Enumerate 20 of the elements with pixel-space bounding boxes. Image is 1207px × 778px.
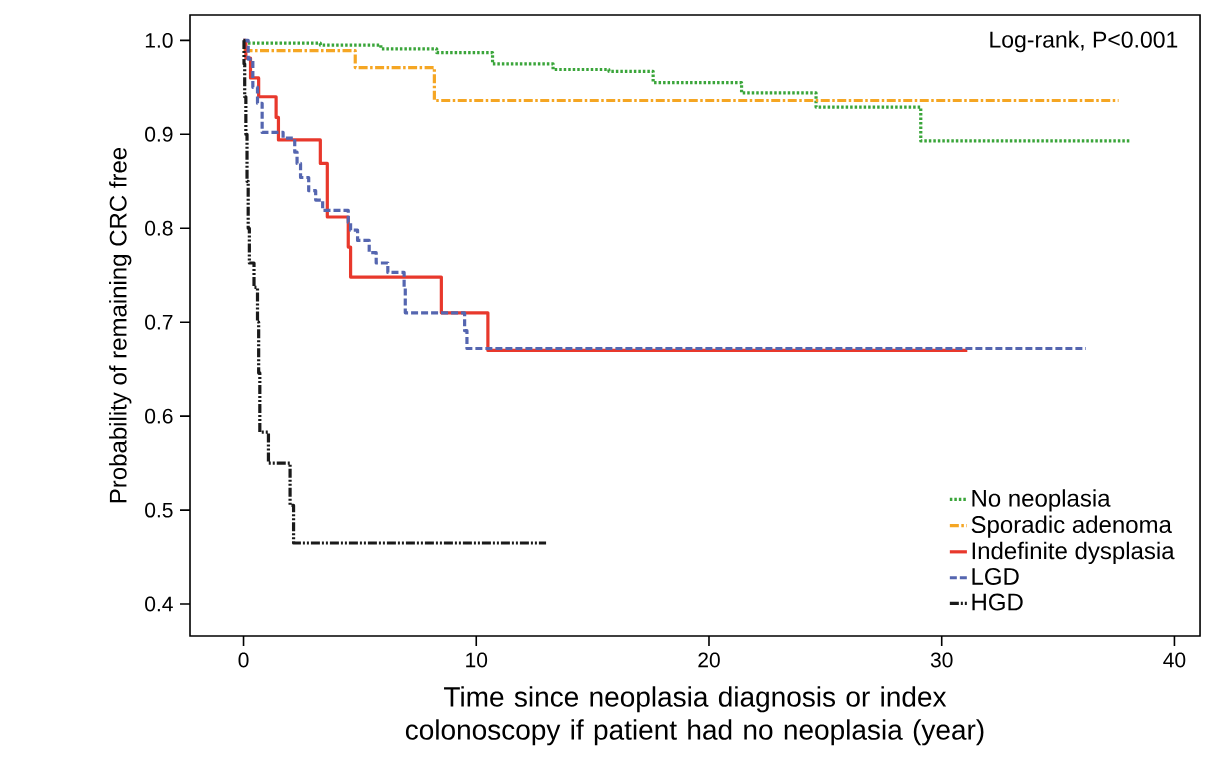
y-axis-title: Probability of remaining CRC free [109,147,132,503]
legend-label: Indefinite dysplasia [972,541,1175,565]
legend-label: LGD [972,567,1019,585]
y-tick-label: 1.0 [145,32,173,48]
legend-label: HGD [972,593,1023,611]
legend-label: Sporadic adenoma [971,515,1172,538]
x-tick-label: 0 [238,652,249,668]
x-tick-label: 20 [698,652,720,668]
y-tick-label: 0.7 [145,314,173,330]
y-tick-label: 0.5 [145,502,173,518]
x-tick-label: 10 [466,652,488,668]
y-tick-label: 0.6 [145,408,173,424]
y-tick-label: 0.8 [145,220,173,236]
annotation: Log-rank, P<0.001 [990,30,1178,53]
x-tick-label: 40 [1163,652,1186,668]
x-axis-title: Time since neoplasia diagnosis or index colonoscopy if patient had no neoplasia (year) [405,686,984,746]
y-tick-label: 0.4 [145,596,173,612]
x-tick-label: 30 [930,652,953,668]
y-tick-label: 0.9 [145,126,173,142]
legend-label: No neoplasia [972,489,1111,512]
